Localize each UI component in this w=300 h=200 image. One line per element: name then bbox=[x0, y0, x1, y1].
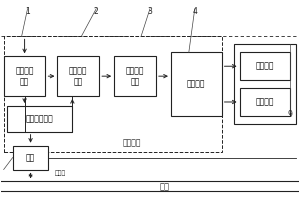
Text: 9: 9 bbox=[288, 110, 293, 119]
Text: 3: 3 bbox=[148, 7, 152, 16]
Bar bbox=[13, 146, 49, 170]
Bar bbox=[4, 56, 46, 96]
Bar bbox=[7, 106, 72, 132]
Text: 钢轨: 钢轨 bbox=[160, 182, 170, 191]
Bar bbox=[171, 52, 222, 116]
Text: 数据采集
电路: 数据采集 电路 bbox=[126, 66, 144, 86]
Text: 2: 2 bbox=[94, 7, 99, 16]
Text: 收发转换开关: 收发转换开关 bbox=[26, 114, 53, 123]
Bar bbox=[240, 88, 290, 116]
Text: 微处理器: 微处理器 bbox=[187, 80, 206, 89]
Text: 超声波: 超声波 bbox=[54, 171, 66, 176]
Bar bbox=[57, 56, 99, 96]
Text: 显示单元: 显示单元 bbox=[256, 97, 274, 106]
Bar bbox=[114, 56, 156, 96]
Text: 信号调理
电路: 信号调理 电路 bbox=[69, 66, 88, 86]
Text: 功率放大
电路: 功率放大 电路 bbox=[15, 66, 34, 86]
Bar bbox=[240, 52, 290, 80]
Bar bbox=[4, 36, 222, 152]
Text: 电路系统: 电路系统 bbox=[123, 139, 141, 148]
Text: 探头: 探头 bbox=[26, 153, 35, 162]
Text: 4: 4 bbox=[192, 7, 197, 16]
Text: 存储单元: 存储单元 bbox=[256, 62, 274, 71]
Text: 1: 1 bbox=[25, 7, 30, 16]
Bar bbox=[234, 44, 296, 124]
